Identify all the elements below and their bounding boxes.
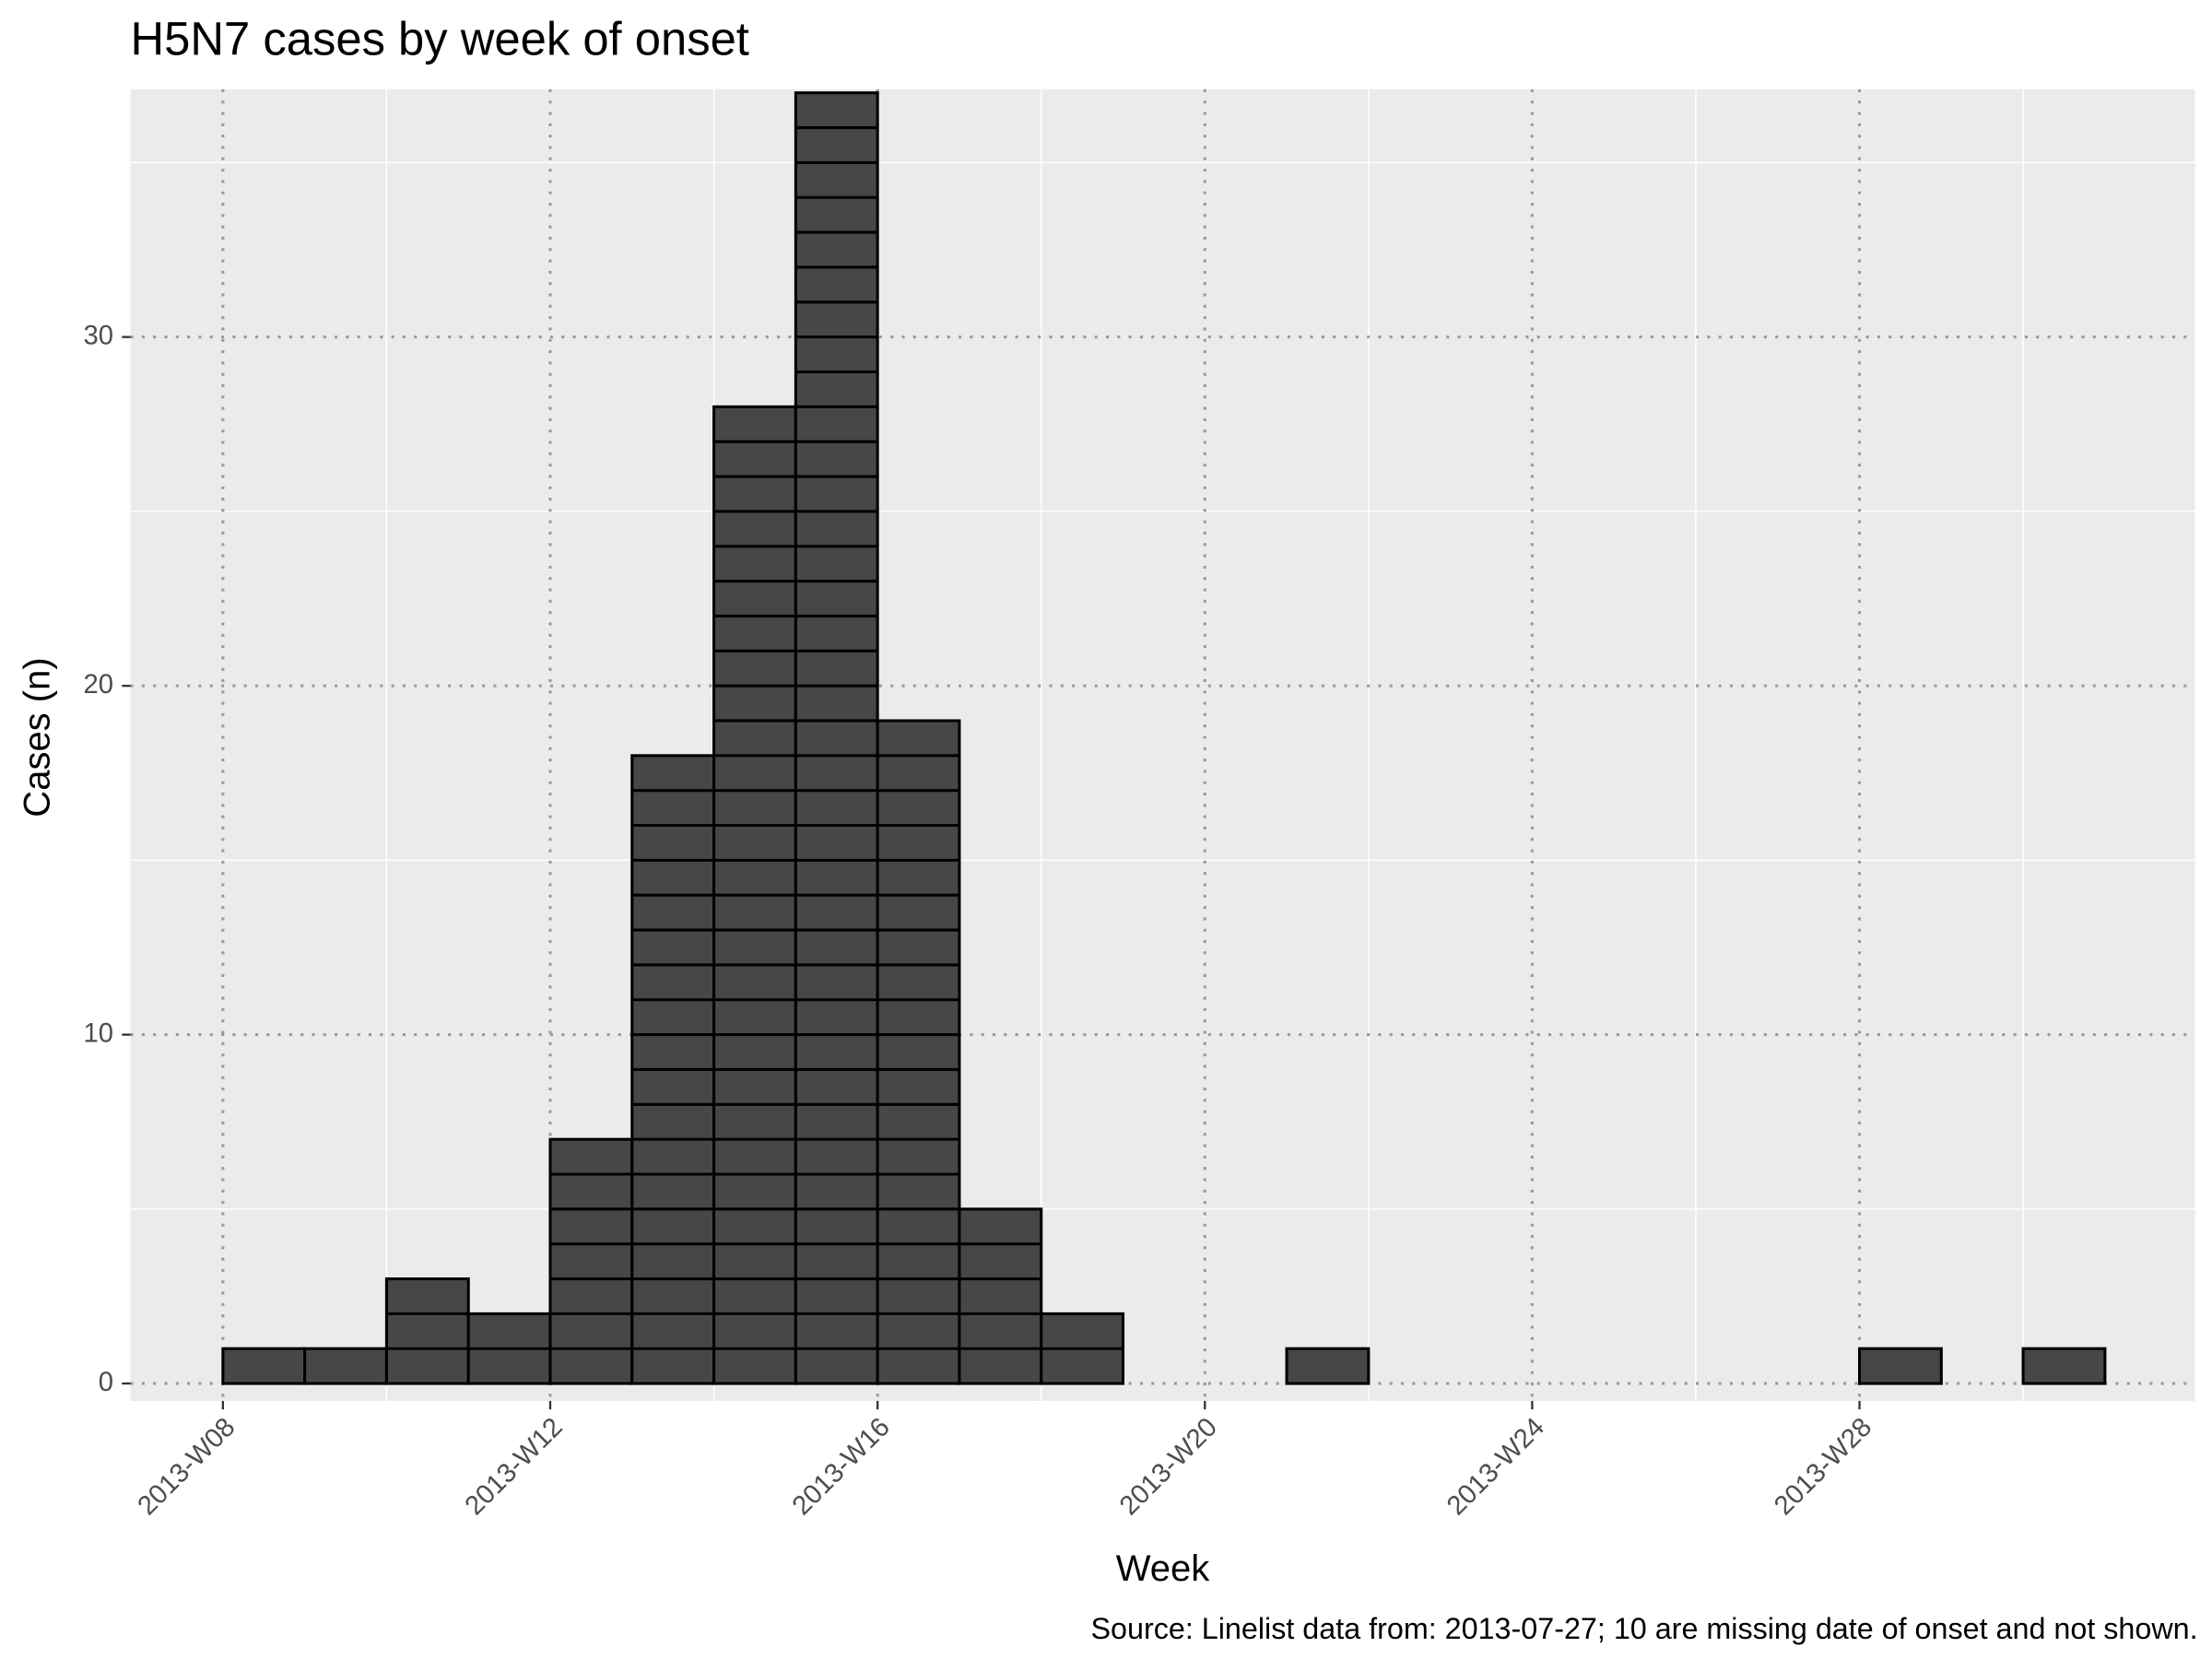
x-axis-title: Week bbox=[1116, 1548, 1211, 1589]
y-tick-label: 0 bbox=[99, 1368, 113, 1397]
bar bbox=[1285, 1347, 1371, 1385]
y-tick-label: 20 bbox=[84, 670, 114, 700]
bar bbox=[384, 1277, 470, 1385]
x-tick-label: 2013-W12 bbox=[460, 1412, 569, 1521]
y-axis-title: Cases (n) bbox=[18, 657, 58, 817]
bar bbox=[2021, 1347, 2107, 1385]
bar bbox=[794, 91, 879, 1385]
x-tick-label: 2013-W16 bbox=[787, 1412, 896, 1521]
bar bbox=[1857, 1347, 1943, 1385]
y-tick-label: 10 bbox=[84, 1018, 114, 1048]
x-tick-label: 2013-W20 bbox=[1114, 1412, 1223, 1521]
chart-title: H5N7 cases by week of onset bbox=[131, 13, 749, 65]
bar bbox=[548, 1137, 634, 1385]
y-tick-label: 30 bbox=[84, 321, 114, 350]
panel bbox=[130, 88, 2195, 1401]
caption: Source: Linelist data from: 2013-07-27; … bbox=[1091, 1612, 2198, 1645]
bar bbox=[958, 1207, 1043, 1385]
bar bbox=[303, 1347, 388, 1385]
bar bbox=[221, 1347, 307, 1385]
bar bbox=[876, 719, 961, 1385]
x-tick-label: 2013-W08 bbox=[133, 1412, 241, 1521]
x-tick-label: 2013-W28 bbox=[1769, 1412, 1877, 1521]
x-tick-label: 2013-W24 bbox=[1441, 1412, 1550, 1521]
